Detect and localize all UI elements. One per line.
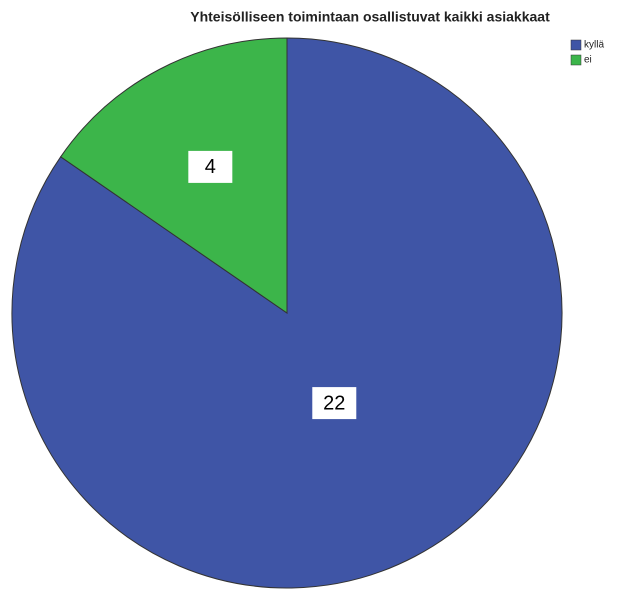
chart-title: Yhteisölliseen toimintaan osallistuvat k… <box>190 9 550 25</box>
pie-slice <box>59 37 288 314</box>
label-box <box>188 150 233 183</box>
legend-swatch <box>570 39 582 51</box>
legend-swatch <box>570 54 582 66</box>
data-label: 22 <box>323 392 345 414</box>
legend-label: kyllä <box>584 40 604 51</box>
data-label: 4 <box>205 156 216 178</box>
legend-label: ei <box>584 55 592 66</box>
label-box <box>312 387 357 420</box>
pie-slice <box>11 37 563 589</box>
